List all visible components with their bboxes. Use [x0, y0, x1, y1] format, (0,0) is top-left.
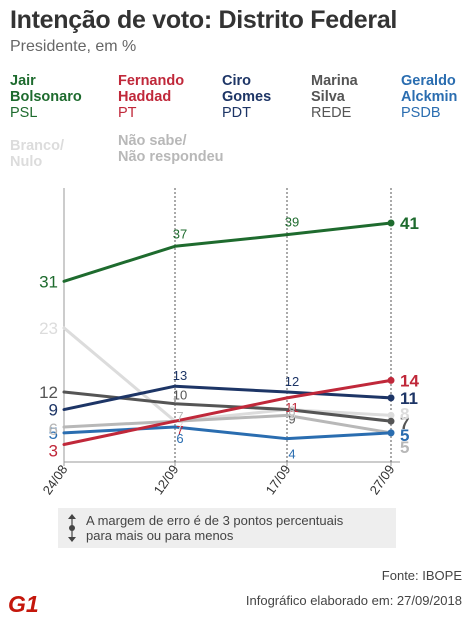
x-tick-label: 17/09	[263, 462, 294, 497]
credit: Infográfico elaborado em: 27/09/2018	[245, 593, 462, 608]
mid-value-label: 6	[176, 431, 183, 446]
x-tick-label: 27/09	[367, 462, 398, 497]
g1-logo: G1	[8, 591, 39, 617]
legend-party: PT	[118, 105, 137, 121]
chart-title: Intenção de voto: Distrito Federal	[10, 6, 398, 34]
mid-value-label: 10	[173, 388, 187, 403]
mid-value-label: 8	[288, 403, 295, 418]
series-end-point	[387, 411, 395, 419]
start-value-label: 5	[49, 424, 58, 443]
mid-value-label: 9	[288, 412, 295, 427]
legend-item-marina: Marina Silva REDE	[311, 73, 358, 121]
mid-value-label: 12	[285, 374, 299, 389]
mid-value-label: 7	[176, 419, 183, 434]
start-value-label: 12	[39, 383, 58, 402]
legend-party: REDE	[311, 105, 352, 121]
legend-item-bolsonaro: Jair Bolsonaro PSL	[10, 73, 82, 121]
legend-item-branco-nulo: Branco/ Nulo	[10, 138, 64, 170]
end-value-label: 7	[400, 414, 409, 433]
series-line	[62, 326, 393, 423]
legend-name: Branco/ Nulo	[10, 138, 64, 170]
series-line	[62, 425, 393, 441]
mid-value-label: 37	[173, 226, 187, 241]
start-value-label: 31	[39, 272, 58, 291]
mid-value-label: 7	[176, 423, 183, 438]
end-value-label: 41	[400, 214, 419, 233]
start-value-label: 6	[49, 420, 58, 439]
mid-value-label: 13	[173, 368, 187, 383]
series-end-point	[387, 429, 395, 437]
end-value-label: 5	[400, 438, 409, 457]
series-line	[62, 413, 393, 435]
mid-value-label: 39	[285, 215, 299, 230]
x-tick-label: 12/09	[151, 462, 182, 497]
series-line	[62, 221, 393, 283]
legend-name: Jair Bolsonaro	[10, 73, 82, 105]
end-value-label: 8	[400, 404, 409, 423]
legend-party: PSDB	[401, 105, 441, 121]
legend-item-haddad: Fernando Haddad PT	[118, 73, 184, 121]
source: Fonte: IBOPE	[381, 568, 462, 583]
legend-item-ciro: Ciro Gomes PDT	[222, 73, 271, 121]
x-tick-label: 24/08	[40, 462, 71, 497]
start-value-label: 3	[49, 442, 58, 461]
legend-item-nao-sabe: Não sabe/ Não respondeu	[118, 133, 224, 165]
series-end-point	[387, 394, 395, 402]
legend-party: PDT	[222, 105, 251, 121]
series-line	[62, 384, 393, 412]
series-end-point	[387, 219, 395, 227]
legend-party: PSL	[10, 105, 38, 121]
error-margin-icon	[68, 514, 76, 542]
start-value-label: 23	[39, 319, 58, 338]
start-value-label: 9	[49, 401, 58, 420]
legend-name: Marina Silva	[311, 73, 358, 105]
mid-value-label: 4	[288, 447, 295, 462]
series-end-point	[387, 376, 395, 384]
end-value-label: 11	[400, 389, 418, 408]
mid-value-label: 9	[288, 408, 295, 423]
mid-value-label: 7	[176, 409, 183, 424]
mid-value-label: 11	[285, 400, 299, 415]
logo-text: G1	[8, 591, 38, 615]
margin-of-error-note: A margem de erro é de 3 pontos percentua…	[58, 508, 396, 548]
series-end-point	[387, 417, 395, 425]
series-line	[62, 378, 393, 447]
legend-name: Ciro Gomes	[222, 73, 272, 105]
end-value-label: 5	[400, 426, 409, 445]
legend-item-alckmin: Geraldo Alckmin PSDB	[401, 73, 457, 121]
legend-name: Não sabe/ Não respondeu	[118, 133, 224, 165]
chart-subtitle: Presidente, em %	[10, 38, 137, 55]
legend-name: Fernando Haddad	[118, 73, 185, 105]
note-text: A margem de erro é de 3 pontos percentua…	[86, 513, 344, 543]
end-value-label: 14	[400, 371, 419, 390]
legend-name: Geraldo Alckmin	[401, 73, 458, 105]
